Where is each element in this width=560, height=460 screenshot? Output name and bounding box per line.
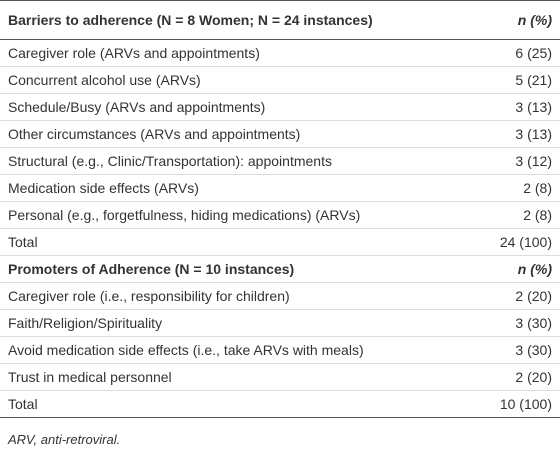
label-cell: Medication side effects (ARVs) (0, 174, 475, 202)
label-cell: Barriers to adherence (N = 8 Women; N = … (0, 0, 475, 40)
section-header: Barriers to adherence (N = 8 Women; N = … (0, 0, 560, 40)
label-cell: Caregiver role (ARVs and appointments) (0, 39, 475, 67)
table-row: Total 10 (100) (0, 391, 560, 418)
label-cell: Other circumstances (ARVs and appointmen… (0, 120, 475, 148)
count-cell: 2 (8) (474, 174, 560, 202)
count-cell: n (%) (474, 255, 560, 283)
label-cell: Total (0, 228, 475, 256)
data-table: Barriers to adherence (N = 8 Women; N = … (0, 0, 560, 418)
count-cell: 3 (30) (474, 336, 560, 364)
table-row: Total 24 (100) (0, 228, 560, 256)
count-cell: 2 (20) (474, 282, 560, 310)
label-cell: Concurrent alcohol use (ARVs) (0, 66, 475, 94)
count-cell: n (%) (474, 0, 560, 40)
count-cell: 2 (8) (474, 201, 560, 229)
label-cell: Structural (e.g., Clinic/Transportation)… (0, 147, 475, 175)
count-cell: 3 (30) (474, 309, 560, 337)
footnote: ARV, anti-retroviral. (8, 432, 121, 447)
count-cell: 3 (13) (474, 93, 560, 121)
count-cell: 2 (20) (474, 363, 560, 391)
table-row: Other circumstances (ARVs and appointmen… (0, 120, 560, 148)
table-row: Faith/Religion/Spirituality 3 (30) (0, 309, 560, 337)
count-cell: 3 (13) (474, 120, 560, 148)
label-cell: Personal (e.g., forgetfulness, hiding me… (0, 201, 475, 229)
count-cell: 3 (12) (474, 147, 560, 175)
table-row: Trust in medical personnel 2 (20) (0, 363, 560, 391)
table-row: Structural (e.g., Clinic/Transportation)… (0, 147, 560, 175)
label-cell: Avoid medication side effects (i.e., tak… (0, 336, 475, 364)
label-cell: Total (8, 396, 38, 412)
table-row: Personal (e.g., forgetfulness, hiding me… (0, 201, 560, 229)
label-cell: Caregiver role (i.e., responsibility for… (0, 282, 475, 310)
label-cell: Trust in medical personnel (0, 363, 475, 391)
count-cell: 5 (21) (474, 66, 560, 94)
table-row: Caregiver role (i.e., responsibility for… (0, 282, 560, 310)
table-row: Schedule/Busy (ARVs and appointments) 3 (… (0, 93, 560, 121)
label-cell: Faith/Religion/Spirituality (0, 309, 475, 337)
table-row: Caregiver role (ARVs and appointments) 6 … (0, 39, 560, 67)
section-header: Promoters of Adherence (N = 10 instances… (0, 255, 560, 283)
count-cell: 10 (100) (499, 396, 552, 412)
table-row: Medication side effects (ARVs) 2 (8) (0, 174, 560, 202)
count-cell: 6 (25) (474, 39, 560, 67)
label-cell: Schedule/Busy (ARVs and appointments) (0, 93, 475, 121)
count-cell: 24 (100) (474, 228, 560, 256)
table-row: Avoid medication side effects (i.e., tak… (0, 336, 560, 364)
table-row: Concurrent alcohol use (ARVs) 5 (21) (0, 66, 560, 94)
label-cell: Promoters of Adherence (N = 10 instances… (0, 255, 475, 283)
